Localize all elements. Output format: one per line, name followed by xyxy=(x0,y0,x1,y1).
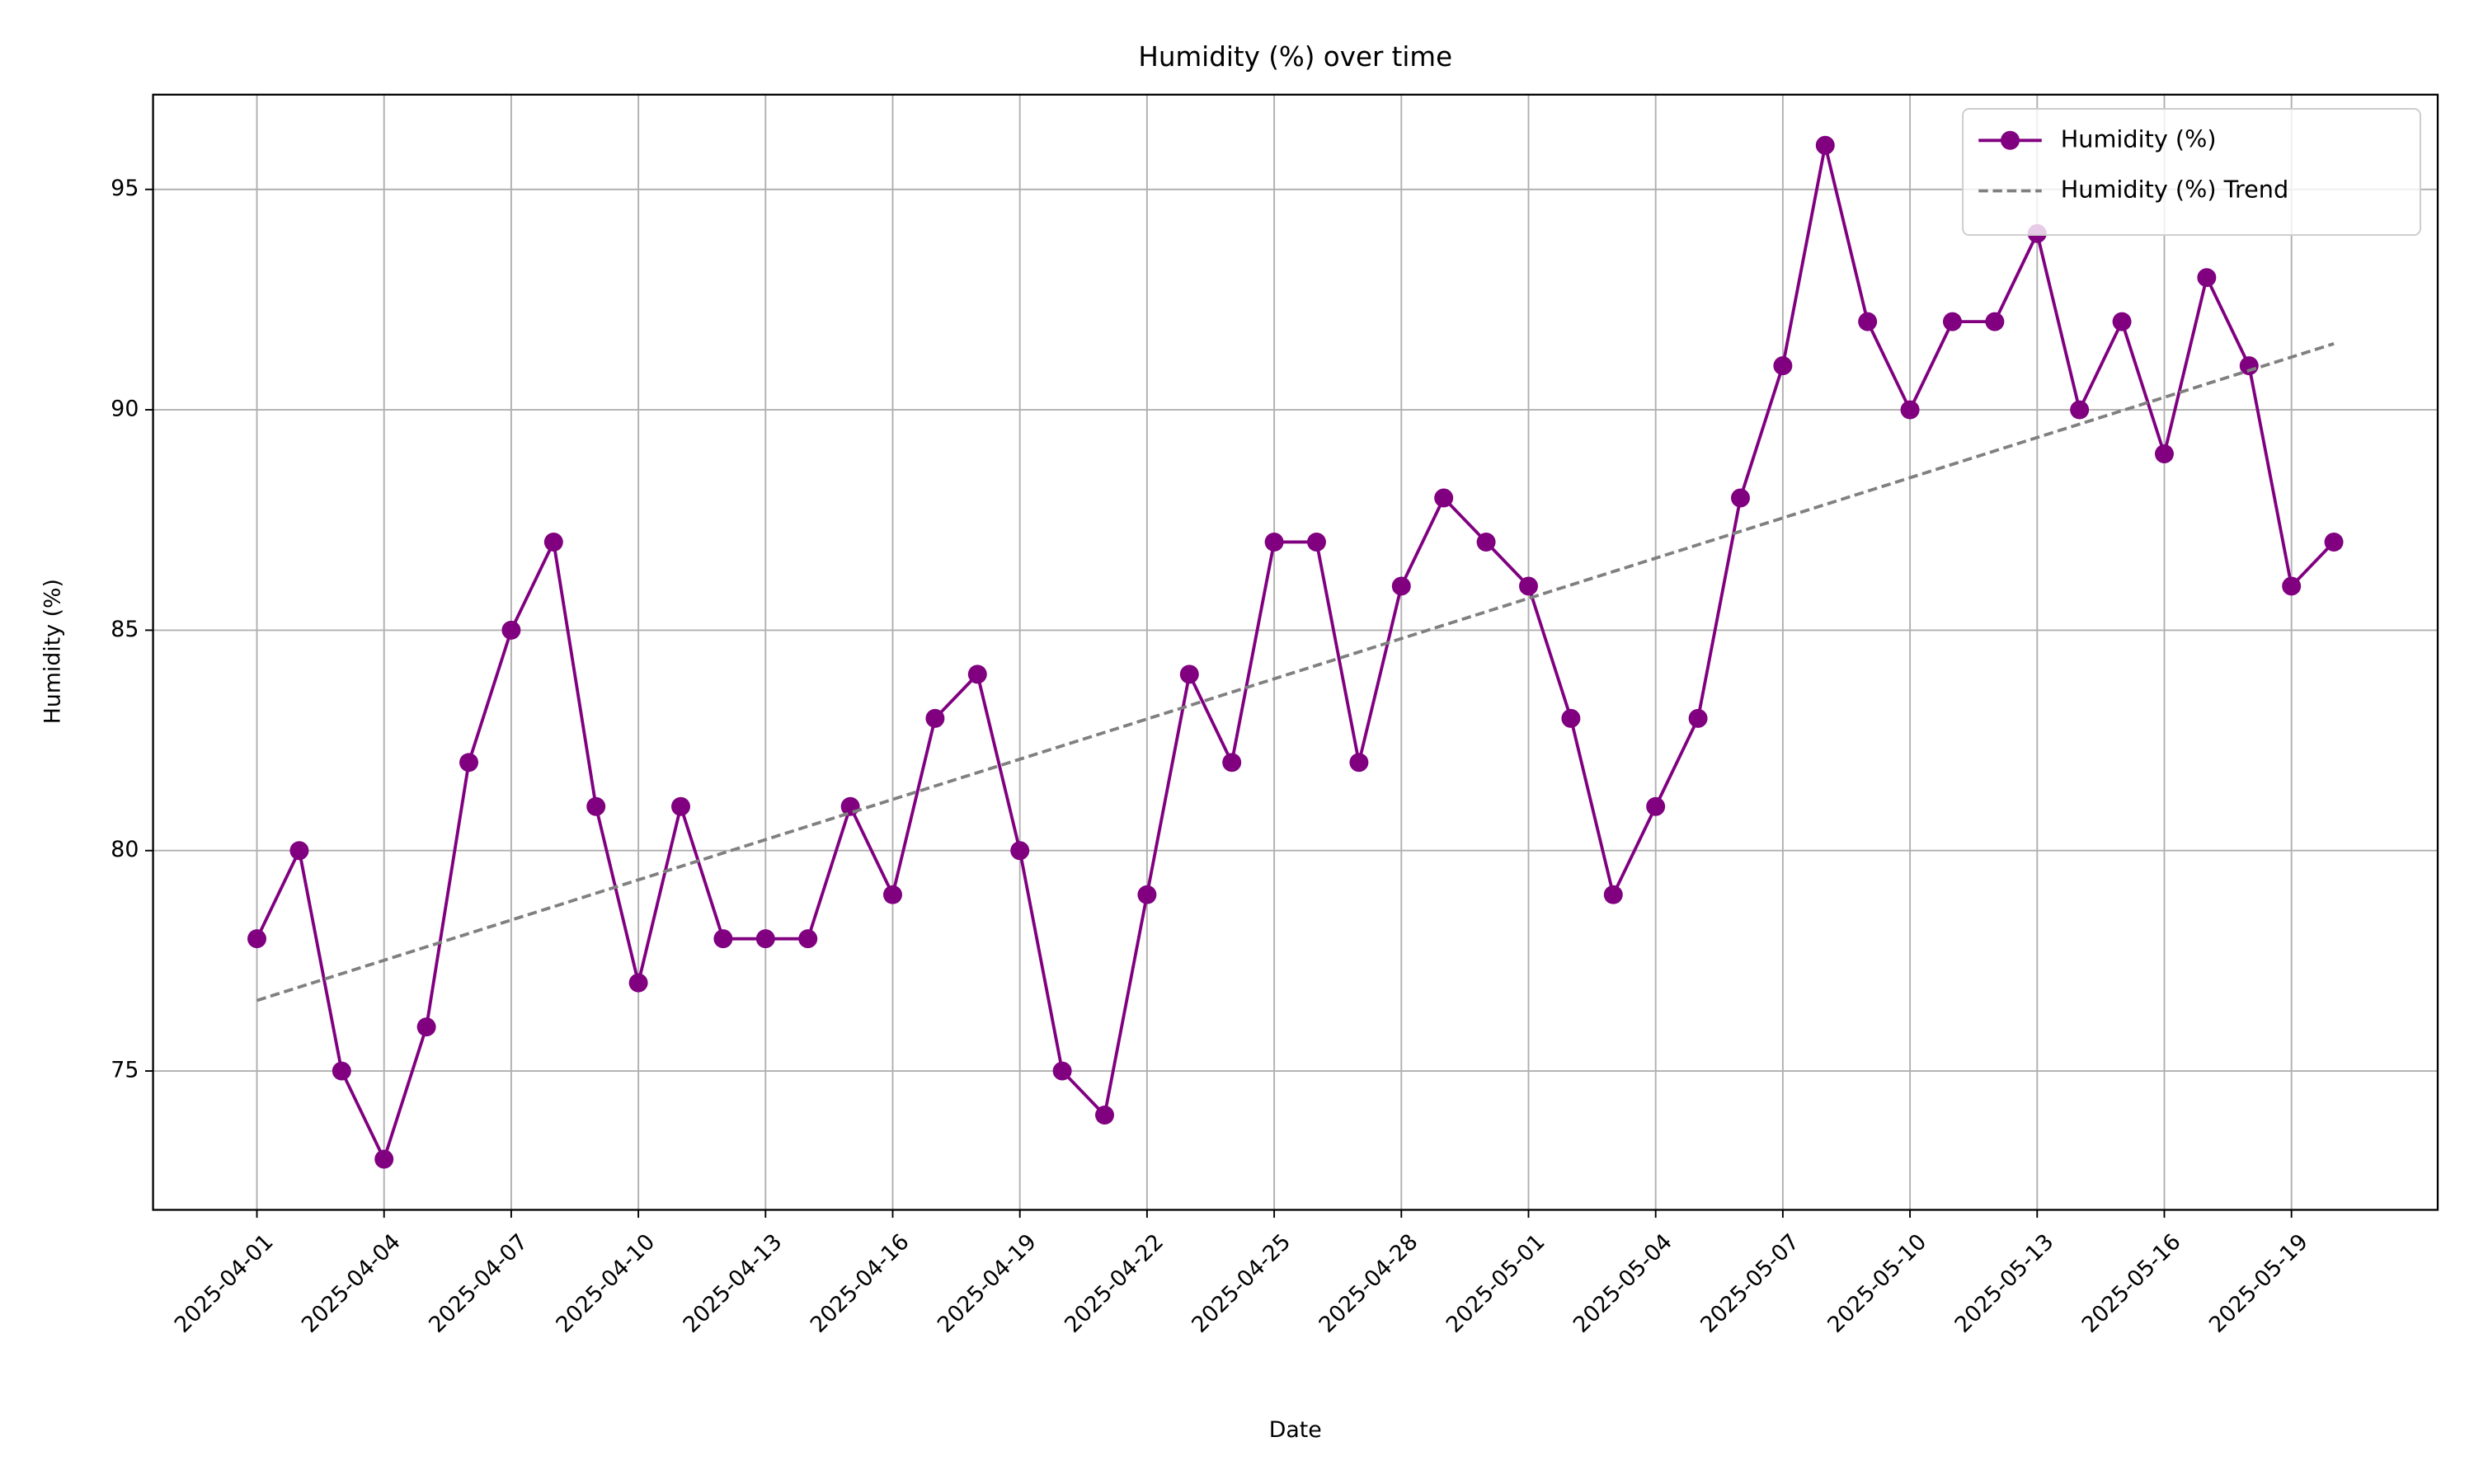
x-axis-label: Date xyxy=(1269,1417,1322,1443)
plot-frame xyxy=(152,93,2439,1211)
data-point xyxy=(1603,885,1623,904)
data-point xyxy=(1731,488,1750,508)
data-point xyxy=(501,620,521,640)
data-point xyxy=(671,796,690,816)
data-point xyxy=(247,929,266,949)
data-point xyxy=(2070,400,2090,420)
data-point xyxy=(543,532,563,552)
chart-title: Humidity (%) over time xyxy=(1138,41,1452,73)
data-point xyxy=(840,796,860,816)
data-point xyxy=(1264,532,1284,552)
data-point xyxy=(2197,268,2217,288)
data-point xyxy=(798,929,818,949)
y-tick-label: 90 xyxy=(111,397,139,422)
data-point xyxy=(1434,488,1454,508)
data-point xyxy=(1137,885,1157,904)
data-point xyxy=(1858,312,1878,331)
data-point xyxy=(1815,135,1835,155)
y-tick-label: 80 xyxy=(111,837,139,862)
legend-box xyxy=(1962,108,2421,237)
data-point xyxy=(1519,576,1538,596)
legend-label: Humidity (%) xyxy=(2061,124,2217,153)
data-point xyxy=(1688,708,1708,728)
legend-label: Humidity (%) Trend xyxy=(2061,176,2288,204)
data-point xyxy=(1561,708,1581,728)
data-point xyxy=(2282,576,2302,596)
legend: Humidity (%) Humidity (%) Trend xyxy=(1962,108,2421,237)
y-tick-label: 95 xyxy=(111,176,139,201)
data-point xyxy=(925,708,945,728)
data-point xyxy=(2112,312,2132,331)
data-point xyxy=(628,973,648,993)
data-point xyxy=(1052,1061,1072,1081)
data-point xyxy=(289,841,309,861)
data-point xyxy=(1010,841,1030,861)
data-point xyxy=(1985,312,2005,331)
data-point xyxy=(1942,312,1962,331)
legend-marker xyxy=(2001,130,2020,150)
data-point xyxy=(459,753,478,773)
y-tick-label: 85 xyxy=(111,617,139,642)
data-point xyxy=(967,665,987,684)
data-point xyxy=(1222,753,1242,773)
data-point xyxy=(586,796,606,816)
data-point xyxy=(1391,576,1411,596)
data-point xyxy=(1349,753,1369,773)
data-point xyxy=(1476,532,1496,552)
data-point xyxy=(1179,665,1199,684)
data-point xyxy=(416,1017,436,1037)
data-line xyxy=(256,342,2335,1003)
data-point xyxy=(1095,1106,1114,1125)
data-point xyxy=(1773,356,1793,376)
data-point xyxy=(2324,532,2344,552)
data-point xyxy=(2154,444,2174,464)
data-point xyxy=(883,885,902,904)
data-point xyxy=(332,1061,351,1081)
data-point xyxy=(1307,532,1326,552)
data-point xyxy=(713,929,733,949)
data-point xyxy=(1646,796,1666,816)
y-axis-label: Humidity (%) xyxy=(40,579,66,724)
data-point xyxy=(374,1149,394,1169)
data-point xyxy=(755,929,775,949)
data-point xyxy=(1900,400,1920,420)
y-tick-label: 75 xyxy=(111,1058,139,1083)
